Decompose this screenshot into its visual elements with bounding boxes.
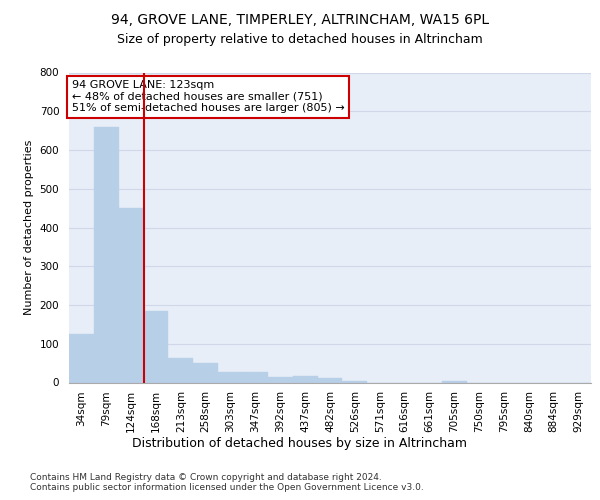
Bar bbox=[343, 380, 367, 382]
Text: Distribution of detached houses by size in Altrincham: Distribution of detached houses by size … bbox=[133, 438, 467, 450]
Text: 94 GROVE LANE: 123sqm
← 48% of detached houses are smaller (751)
51% of semi-det: 94 GROVE LANE: 123sqm ← 48% of detached … bbox=[71, 80, 344, 114]
Bar bbox=[193, 363, 218, 382]
Text: Size of property relative to detached houses in Altrincham: Size of property relative to detached ho… bbox=[117, 32, 483, 46]
Text: 94, GROVE LANE, TIMPERLEY, ALTRINCHAM, WA15 6PL: 94, GROVE LANE, TIMPERLEY, ALTRINCHAM, W… bbox=[111, 12, 489, 26]
Bar bbox=[442, 380, 467, 382]
Bar bbox=[243, 372, 268, 382]
Bar bbox=[94, 126, 119, 382]
Bar bbox=[317, 378, 343, 382]
Text: Contains HM Land Registry data © Crown copyright and database right 2024.
Contai: Contains HM Land Registry data © Crown c… bbox=[30, 472, 424, 492]
Bar bbox=[268, 378, 293, 382]
Bar bbox=[143, 311, 169, 382]
Bar bbox=[293, 376, 317, 382]
Bar bbox=[169, 358, 193, 382]
Bar bbox=[69, 334, 94, 382]
Y-axis label: Number of detached properties: Number of detached properties bbox=[24, 140, 34, 315]
Bar bbox=[218, 372, 243, 382]
Bar bbox=[119, 208, 143, 382]
